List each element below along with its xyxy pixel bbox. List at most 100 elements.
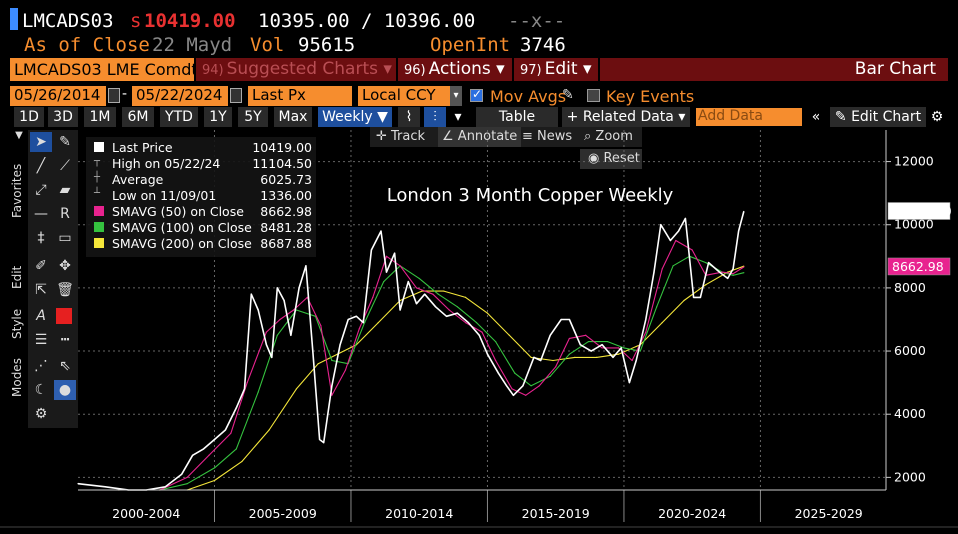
legend-item[interactable]: ┼ Average 6025.73 xyxy=(90,172,316,187)
move-icon[interactable]: ✥ xyxy=(59,258,71,274)
legend-item[interactable]: ┬ High on 05/22/24 11104.50 xyxy=(90,156,316,171)
news-tool[interactable]: ≡ News xyxy=(522,127,572,147)
key-events-checkbox[interactable] xyxy=(587,89,600,102)
legend[interactable]: Last Price 10419.00 ┬ High on 05/22/24 11104… xyxy=(86,137,316,257)
legend-item[interactable]: ┴ Low on 11/09/01 1336.00 xyxy=(90,188,316,203)
cycle-icon[interactable]: ☾ xyxy=(34,382,48,398)
data-point xyxy=(568,318,570,321)
gear-icon[interactable]: ⚙ xyxy=(34,406,48,422)
data-point xyxy=(265,344,267,346)
related-data-button[interactable]: + Related Data ▾ xyxy=(562,107,690,127)
cursor-icon[interactable]: ➤ xyxy=(30,132,52,152)
actions-menu[interactable]: 96) Actions ▾ xyxy=(398,58,512,81)
security-field[interactable]: LMCADS03 LME Comdty xyxy=(10,58,194,81)
pen-icon[interactable]: ✎ xyxy=(59,134,71,150)
segment-icon[interactable]: ⤢ xyxy=(35,182,47,198)
text-tool-icon[interactable]: R xyxy=(60,206,70,222)
palette-icon[interactable]: ● xyxy=(54,380,76,400)
data-point xyxy=(672,265,674,267)
legend-label: SMAVG (100) on Close xyxy=(112,220,252,235)
period-3d[interactable]: 3D xyxy=(48,107,78,127)
data-point xyxy=(213,438,216,441)
bar-chart-icon[interactable]: ⫶ xyxy=(424,107,446,127)
select-icon[interactable]: ⇱ xyxy=(35,282,47,298)
font-icon[interactable]: A xyxy=(36,308,46,324)
gear-icon[interactable]: ⚙ xyxy=(928,107,946,127)
currency-dropdown-icon[interactable]: ▾ xyxy=(450,86,462,106)
legend-item[interactable]: SMAVG (50) on Close 8662.98 xyxy=(90,204,316,219)
data-point xyxy=(421,290,423,292)
color-swatch-icon[interactable] xyxy=(56,308,72,324)
legend-item[interactable]: SMAVG (200) on Close 8687.88 xyxy=(90,236,316,251)
data-point xyxy=(699,296,701,298)
last-prefix: s xyxy=(130,10,142,32)
magnet-icon[interactable]: ⋰ xyxy=(34,358,48,374)
calendar-icon[interactable] xyxy=(108,88,120,103)
mov-avgs-checkbox[interactable]: ✓ xyxy=(470,87,483,102)
period-1y[interactable]: 1Y xyxy=(204,107,232,127)
ray-icon[interactable]: ⟋ xyxy=(60,158,70,174)
currency-select[interactable]: Local CCY xyxy=(358,86,450,106)
data-point xyxy=(370,249,373,251)
data-point xyxy=(443,290,445,292)
frequency-select[interactable]: Weekly ▼ xyxy=(318,107,392,127)
line-weight-icon[interactable]: ☰ xyxy=(34,332,48,348)
field-select[interactable]: Last Px xyxy=(248,86,352,106)
x-group-label: 2015-2019 xyxy=(522,506,590,521)
period-5y[interactable]: 5Y xyxy=(238,107,268,127)
end-date-input[interactable]: 05/22/2024 xyxy=(132,86,228,106)
data-point xyxy=(587,340,590,343)
reset-button[interactable]: ◉ Reset xyxy=(580,149,642,169)
legend-swatch: ┬ xyxy=(94,156,101,167)
legend-swatch: ┼ xyxy=(94,172,101,183)
period-1d[interactable]: 1D xyxy=(14,107,44,127)
hline-icon[interactable]: — xyxy=(34,206,48,222)
fib-icon[interactable]: ‡ xyxy=(37,230,45,246)
edit-menu[interactable]: 97) Edit ▾ xyxy=(514,58,598,81)
trendline-icon[interactable]: ╱ xyxy=(36,158,46,174)
data-point xyxy=(339,344,341,346)
period-max[interactable]: Max xyxy=(274,107,312,127)
data-point xyxy=(691,249,693,251)
collapse-arrow-icon[interactable]: ▼ xyxy=(15,130,23,141)
collapse-icon[interactable]: « xyxy=(806,107,826,127)
pointer-plus-icon[interactable]: ⇖ xyxy=(59,358,71,374)
channel-icon[interactable]: ▰ xyxy=(59,182,71,198)
period-ytd[interactable]: YTD xyxy=(160,107,198,127)
data-point xyxy=(164,486,166,488)
data-point xyxy=(456,312,459,314)
start-date-input[interactable]: 05/26/2014 xyxy=(10,86,106,106)
table-button[interactable]: Table xyxy=(476,107,558,127)
brush-icon[interactable]: ✐ xyxy=(35,258,47,274)
trash-icon[interactable]: 🗑 xyxy=(56,282,74,298)
data-point xyxy=(355,315,358,317)
period-6m[interactable]: 6M xyxy=(122,107,154,127)
data-point xyxy=(574,356,576,358)
suggested-label: Suggested Charts ▾ xyxy=(226,59,392,79)
calendar-icon[interactable] xyxy=(230,88,242,103)
data-point xyxy=(399,265,401,267)
data-point xyxy=(246,382,248,384)
edit-chart-button[interactable]: ✎ Edit Chart xyxy=(830,107,926,127)
legend-item[interactable]: SMAVG (100) on Close 8481.28 xyxy=(90,220,316,235)
suggested-charts-menu[interactable]: 94) Suggested Charts ▾ xyxy=(196,58,396,81)
settings-bar: 05/26/2014 - 05/22/2024 Last Px Local CC… xyxy=(0,86,958,108)
bar-chart-title: Bar Chart xyxy=(600,58,948,81)
ticker[interactable]: LMCADS03 xyxy=(22,10,114,32)
pencil-icon[interactable]: ✎ xyxy=(562,87,574,103)
data-point xyxy=(721,271,723,273)
rectangle-icon[interactable]: ▭ xyxy=(58,230,72,246)
chart-type-dropdown-icon[interactable]: ▾ xyxy=(452,107,464,127)
bid-ask: 10395.00 / 10396.00 xyxy=(258,10,476,32)
legend-label: Average xyxy=(112,172,164,187)
quote-header: LMCADS03 s 10419.00 10395.00 / 10396.00 … xyxy=(0,6,958,32)
line-style-icon[interactable]: ┅ xyxy=(60,332,70,348)
line-chart-icon[interactable]: ⌇ xyxy=(398,107,420,127)
track-tool[interactable]: ✛ Track xyxy=(376,127,425,147)
add-data-input[interactable]: Add Data xyxy=(696,108,802,126)
legend-item[interactable]: Last Price 10419.00 xyxy=(90,140,316,155)
period-1m[interactable]: 1M xyxy=(84,107,116,127)
data-point xyxy=(617,347,620,349)
data-point xyxy=(415,303,418,305)
